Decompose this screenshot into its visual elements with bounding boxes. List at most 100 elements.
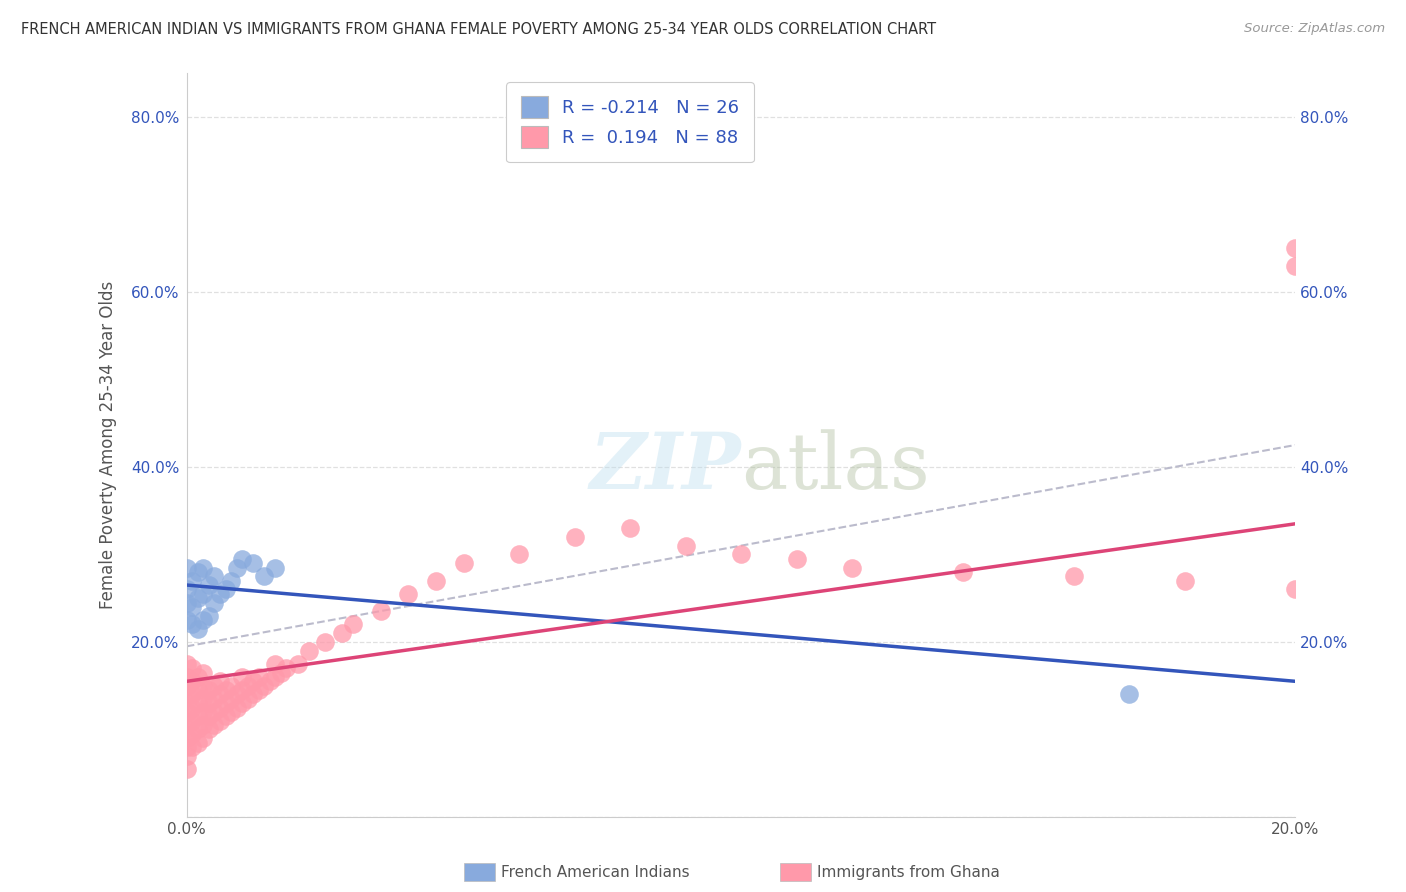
Point [236, 679, 259, 693]
Text: Source: ZipAtlas.com: Source: ZipAtlas.com [1244, 22, 1385, 36]
Point [1174, 574, 1197, 588]
Point [181, 688, 204, 702]
Point [231, 683, 253, 698]
Point [330, 626, 353, 640]
Point [187, 670, 209, 684]
Point [198, 723, 221, 737]
Point [187, 736, 209, 750]
Point [198, 696, 221, 710]
Point [198, 578, 221, 592]
Text: ZIP: ZIP [589, 429, 741, 506]
Point [259, 674, 281, 689]
Point [193, 679, 215, 693]
Point [202, 596, 225, 610]
Point [208, 714, 231, 728]
Point [730, 548, 752, 562]
Point [176, 748, 198, 763]
Point [287, 657, 309, 671]
Point [187, 622, 209, 636]
Point [198, 709, 221, 723]
Point [187, 591, 209, 606]
Point [225, 560, 247, 574]
Point [675, 539, 697, 553]
Point [264, 670, 287, 684]
Point [1063, 569, 1085, 583]
Point [208, 700, 231, 714]
Point [202, 679, 225, 693]
Point [181, 727, 204, 741]
Point [176, 714, 198, 728]
Point [176, 657, 198, 671]
Point [193, 718, 215, 732]
Point [214, 709, 236, 723]
Point [176, 613, 198, 627]
Point [193, 587, 215, 601]
Point [786, 551, 808, 566]
Point [264, 560, 287, 574]
Point [187, 709, 209, 723]
Point [219, 679, 242, 693]
Point [202, 691, 225, 706]
Point [181, 661, 204, 675]
Point [181, 674, 204, 689]
Point [231, 696, 253, 710]
Point [952, 565, 974, 579]
Point [242, 556, 264, 570]
Point [187, 565, 209, 579]
Point [176, 582, 198, 597]
Point [202, 718, 225, 732]
Point [187, 683, 209, 698]
Point [225, 688, 247, 702]
Point [198, 608, 221, 623]
Y-axis label: Female Poverty Among 25-34 Year Olds: Female Poverty Among 25-34 Year Olds [100, 281, 117, 609]
Point [841, 560, 863, 574]
Point [208, 688, 231, 702]
Point [276, 661, 298, 675]
Point [231, 670, 253, 684]
Point [231, 551, 253, 566]
Point [219, 691, 242, 706]
Point [247, 670, 270, 684]
Point [176, 560, 198, 574]
Point [187, 723, 209, 737]
Point [181, 574, 204, 588]
Point [187, 696, 209, 710]
Point [176, 739, 198, 754]
Point [176, 670, 198, 684]
Text: French American Indians: French American Indians [501, 865, 689, 880]
Point [181, 739, 204, 754]
Point [181, 599, 204, 614]
Point [398, 587, 420, 601]
Point [193, 665, 215, 680]
Point [193, 560, 215, 574]
Point [1284, 259, 1306, 273]
Point [264, 657, 287, 671]
Point [176, 688, 198, 702]
Point [270, 665, 292, 680]
Point [425, 574, 447, 588]
Point [202, 569, 225, 583]
Point [1284, 241, 1306, 255]
Point [193, 691, 215, 706]
Point [202, 705, 225, 719]
Point [564, 530, 586, 544]
Point [253, 679, 276, 693]
Point [225, 700, 247, 714]
Text: FRENCH AMERICAN INDIAN VS IMMIGRANTS FROM GHANA FEMALE POVERTY AMONG 25-34 YEAR : FRENCH AMERICAN INDIAN VS IMMIGRANTS FRO… [21, 22, 936, 37]
Point [176, 596, 198, 610]
Point [208, 587, 231, 601]
Point [193, 613, 215, 627]
Point [214, 683, 236, 698]
Point [214, 582, 236, 597]
Point [208, 674, 231, 689]
Point [219, 705, 242, 719]
Point [1284, 582, 1306, 597]
Point [181, 700, 204, 714]
Point [508, 548, 530, 562]
Point [219, 574, 242, 588]
Point [236, 691, 259, 706]
Point [181, 714, 204, 728]
Point [298, 643, 321, 657]
Text: atlas: atlas [741, 429, 929, 505]
Point [370, 604, 392, 618]
